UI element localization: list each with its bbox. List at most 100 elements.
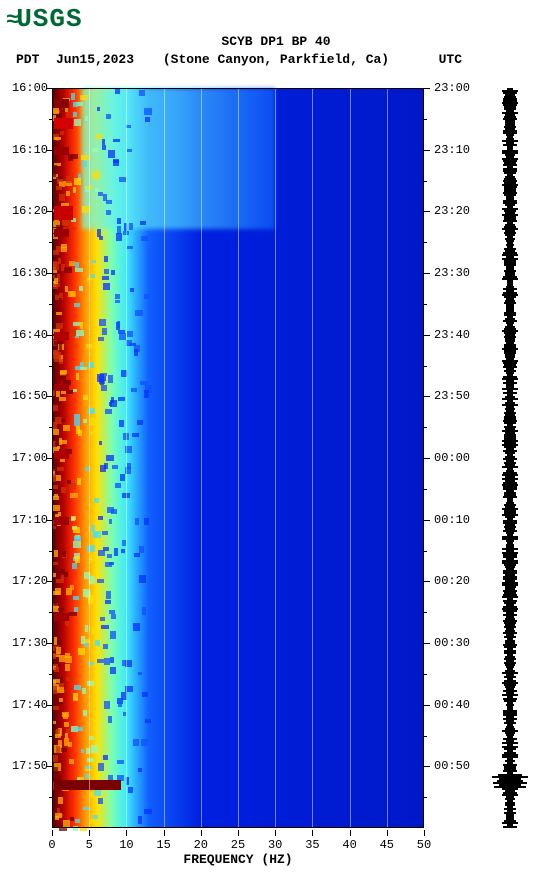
spectrogram-pixel — [131, 388, 137, 391]
y-tick-label-right: 23:20 — [434, 204, 470, 218]
spectrogram-pixel — [120, 474, 125, 481]
spectrogram-pixel — [59, 298, 62, 302]
spectrogram-pixel — [54, 598, 58, 606]
spectrogram-pixel — [103, 644, 108, 649]
spectrogram-pixel — [58, 797, 63, 804]
spectrogram-pixel — [54, 494, 57, 498]
spectrogram-pixel — [80, 367, 86, 370]
spectrogram-pixel — [53, 767, 58, 772]
x-tick — [350, 830, 351, 836]
y-tick-label-left: 17:40 — [4, 698, 48, 712]
spectrogram-pixel — [53, 591, 60, 595]
spectrogram-pixel — [133, 623, 141, 631]
x-tick — [312, 830, 313, 836]
gridline — [164, 88, 165, 828]
spectrogram-pixel — [56, 647, 61, 654]
spectrogram-burst — [54, 613, 69, 620]
spectrogram-pixel — [73, 693, 78, 700]
spectrogram-pixel — [138, 672, 142, 676]
spectrogram-pixel — [66, 176, 73, 183]
spectrogram-pixel — [135, 310, 142, 316]
spectrogram-pixel — [111, 270, 116, 276]
spectrogram-pixel — [94, 498, 100, 503]
spectrogram-pixel — [141, 739, 148, 747]
y-tick-label-right: 00:10 — [434, 513, 470, 527]
spectrogram-pixel — [105, 600, 111, 604]
y-minor-tick-right — [424, 242, 427, 243]
spectrogram-pixel — [79, 286, 83, 290]
y-tick-label-left: 17:10 — [4, 513, 48, 527]
x-tick-label: 30 — [268, 838, 282, 852]
spectrogram-pixel — [113, 139, 120, 143]
spectrogram-pixel — [80, 827, 88, 831]
y-tick-right — [424, 458, 430, 459]
x-tick — [201, 830, 202, 836]
y-tick-right — [424, 396, 430, 397]
spectrogram-pixel — [107, 554, 113, 558]
x-tick-label: 45 — [380, 838, 394, 852]
y-tick-right — [424, 643, 430, 644]
x-tick-label: 20 — [194, 838, 208, 852]
y-tick-right — [424, 211, 430, 212]
spectrogram-pixel — [53, 250, 59, 255]
spectrogram-pixel — [110, 400, 118, 407]
y-minor-tick-right — [424, 181, 427, 182]
spectrogram-pixel — [76, 330, 84, 337]
x-tick-label: 0 — [48, 838, 55, 852]
spectrogram-pixel — [97, 229, 101, 237]
spectrogram-burst — [54, 99, 69, 108]
y-minor-tick-right — [424, 674, 427, 675]
spectrogram-pixel — [53, 686, 57, 694]
spectrogram-pixel — [118, 397, 125, 401]
spectrogram-pixel — [91, 745, 98, 752]
spectrogram-pixel — [65, 733, 68, 739]
spectrogram-pixel — [75, 556, 80, 564]
spectrogram-pixel — [127, 463, 131, 468]
spectrogram-pixel — [145, 117, 150, 122]
spectrogram-pixel — [69, 612, 76, 617]
y-tick-label-left: 16:30 — [4, 266, 48, 280]
y-minor-tick-left — [49, 736, 52, 737]
spectrogram-pixel — [117, 760, 124, 764]
spectrogram-pixel — [77, 478, 81, 485]
y-tick-label-left: 17:50 — [4, 759, 48, 773]
spectrogram-pixel — [74, 536, 82, 541]
y-minor-tick-left — [49, 674, 52, 675]
spectrogram-pixel — [62, 712, 68, 717]
spectrogram-pixel — [109, 610, 115, 614]
gridline — [350, 88, 351, 828]
y-tick-label-right: 23:30 — [434, 266, 470, 280]
spectrogram-pixel — [100, 381, 104, 384]
spectrogram-pixel — [110, 667, 115, 674]
spectrogram-burst — [54, 147, 69, 154]
spectrogram-pixel — [90, 431, 97, 434]
spectrogram-pixel — [144, 108, 152, 115]
spectrogram-pixel — [142, 692, 149, 697]
x-tick-label: 50 — [417, 838, 431, 852]
y-tick-label-left: 16:50 — [4, 389, 48, 403]
spectrogram-pixel — [101, 385, 107, 391]
y-minor-tick-left — [49, 551, 52, 552]
x-tick-label: 5 — [86, 838, 93, 852]
spectrogram-pixel — [59, 342, 62, 350]
spectrogram-pixel — [102, 276, 109, 280]
spectrogram-pixel — [83, 395, 88, 400]
y-tick-label-right: 23:50 — [434, 389, 470, 403]
x-tick-label: 25 — [231, 838, 245, 852]
spectrogram-burst — [54, 384, 69, 391]
spectrogram-burst — [54, 206, 73, 219]
spectrogram-pixel — [54, 278, 59, 284]
spectrogram-pixel — [69, 759, 74, 764]
y-minor-tick-right — [424, 489, 427, 490]
spectrogram-pixel — [128, 787, 133, 794]
spectrogram-pixel — [104, 658, 110, 665]
x-axis-label: FREQUENCY (HZ) — [52, 852, 424, 867]
spectrogram-pixel — [54, 667, 59, 672]
y-minor-tick-left — [49, 181, 52, 182]
spectrogram-pixel — [144, 518, 149, 526]
spectrogram-pixel — [73, 322, 81, 325]
spectrogram-pixel — [97, 107, 101, 111]
spectrogram-pixel — [67, 480, 72, 485]
spectrogram-pixel — [105, 409, 113, 414]
y-minor-tick-left — [49, 489, 52, 490]
